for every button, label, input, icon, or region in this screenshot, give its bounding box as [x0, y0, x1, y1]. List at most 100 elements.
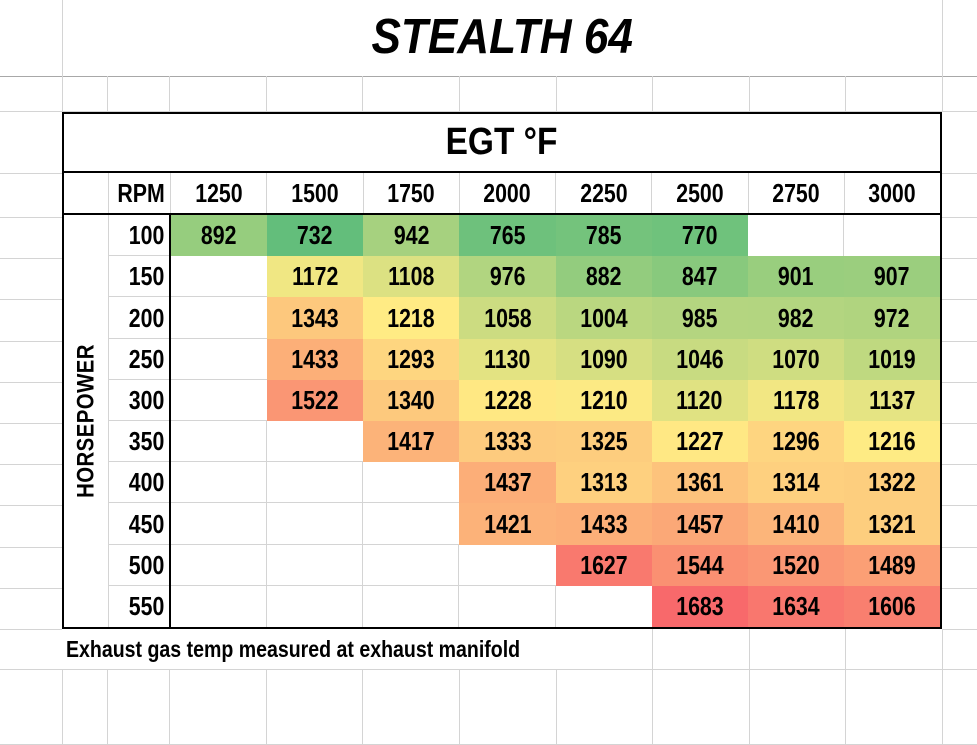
- egt-cell[interactable]: 1627: [555, 544, 652, 586]
- egt-cell[interactable]: 1606: [843, 585, 940, 628]
- egt-cell-empty[interactable]: [844, 215, 940, 256]
- egt-cell[interactable]: 1070: [747, 338, 844, 380]
- egt-cell[interactable]: 1313: [555, 462, 652, 504]
- hp-row-header[interactable]: 500: [109, 544, 171, 586]
- egt-cell[interactable]: 1120: [651, 379, 748, 422]
- egt-cell[interactable]: 1489: [843, 544, 940, 586]
- rpm-col-header[interactable]: 3000: [845, 173, 940, 213]
- egt-cell-empty[interactable]: [171, 585, 268, 628]
- egt-cell[interactable]: 1333: [459, 421, 556, 463]
- rpm-col-header[interactable]: 1750: [364, 173, 460, 213]
- rpm-axis-label-cell[interactable]: RPM: [109, 173, 171, 213]
- egt-cell[interactable]: 1228: [459, 379, 556, 422]
- egt-cell-empty[interactable]: [171, 256, 268, 298]
- hp-row-header[interactable]: 200: [109, 297, 171, 339]
- egt-cell[interactable]: 1343: [267, 297, 364, 339]
- egt-cell[interactable]: 1019: [843, 338, 940, 380]
- egt-cell[interactable]: 1216: [843, 421, 940, 463]
- egt-cell[interactable]: 972: [843, 297, 940, 339]
- corner-cell[interactable]: [64, 173, 109, 213]
- egt-cell[interactable]: 1634: [747, 585, 844, 628]
- rpm-col-header[interactable]: 2250: [556, 173, 653, 213]
- egt-cell-empty[interactable]: [747, 215, 844, 257]
- egt-cell[interactable]: 892: [171, 215, 268, 257]
- egt-cell[interactable]: 785: [555, 215, 652, 257]
- egt-cell[interactable]: 1325: [555, 421, 652, 463]
- egt-cell[interactable]: 1321: [843, 503, 940, 545]
- egt-cell[interactable]: 1137: [843, 379, 940, 422]
- egt-cell-empty[interactable]: [556, 586, 652, 627]
- egt-cell-empty[interactable]: [267, 503, 364, 545]
- egt-cell[interactable]: 882: [555, 256, 652, 298]
- hp-row-header[interactable]: 350: [109, 421, 171, 463]
- rpm-col-header[interactable]: 1500: [267, 173, 364, 213]
- egt-cell-empty[interactable]: [363, 544, 460, 586]
- egt-cell[interactable]: 1437: [459, 462, 556, 504]
- rpm-col-header[interactable]: 2750: [749, 173, 845, 213]
- egt-cell-empty[interactable]: [171, 462, 268, 504]
- egt-cell[interactable]: 1227: [651, 421, 748, 463]
- sheet-title-cell[interactable]: STEALTH 64: [62, 2, 942, 72]
- egt-cell[interactable]: 1293: [363, 338, 460, 380]
- egt-cell[interactable]: 1172: [267, 256, 364, 298]
- rpm-col-header[interactable]: 1250: [171, 173, 268, 213]
- egt-cell[interactable]: 1340: [363, 379, 460, 422]
- egt-cell[interactable]: 1421: [459, 503, 556, 545]
- egt-cell-empty[interactable]: [363, 462, 460, 504]
- egt-cell-empty[interactable]: [363, 503, 460, 545]
- hp-axis-label-cell[interactable]: HORSEPOWER: [64, 215, 109, 627]
- egt-cell[interactable]: 1108: [363, 256, 460, 298]
- egt-cell[interactable]: 1218: [363, 297, 460, 339]
- egt-cell[interactable]: 1130: [459, 338, 556, 380]
- egt-cell[interactable]: 1178: [747, 379, 844, 422]
- egt-cell[interactable]: 1322: [843, 462, 940, 504]
- egt-cell-empty[interactable]: [459, 544, 556, 586]
- egt-cell[interactable]: 732: [267, 215, 364, 257]
- egt-cell[interactable]: 982: [747, 297, 844, 339]
- egt-cell-empty[interactable]: [171, 503, 268, 545]
- egt-cell[interactable]: 1004: [555, 297, 652, 339]
- egt-cell-empty[interactable]: [267, 585, 364, 628]
- egt-cell-empty[interactable]: [171, 421, 268, 463]
- egt-cell[interactable]: 1058: [459, 297, 556, 339]
- egt-cell[interactable]: 907: [843, 256, 940, 298]
- egt-cell[interactable]: 1544: [651, 544, 748, 586]
- egt-cell[interactable]: 1457: [651, 503, 748, 545]
- egt-cell[interactable]: 770: [651, 215, 748, 257]
- egt-cell-empty[interactable]: [171, 544, 268, 586]
- hp-row-header[interactable]: 150: [109, 256, 171, 298]
- egt-cell[interactable]: 1314: [747, 462, 844, 504]
- table-title-cell[interactable]: EGT °F: [64, 114, 940, 173]
- egt-cell[interactable]: 1410: [747, 503, 844, 545]
- rpm-col-header[interactable]: 2500: [652, 173, 749, 213]
- egt-cell-empty[interactable]: [267, 421, 364, 463]
- footnote-cell[interactable]: Exhaust gas temp measured at exhaust man…: [66, 629, 600, 669]
- egt-cell[interactable]: 1417: [363, 421, 460, 463]
- egt-cell-empty[interactable]: [363, 585, 460, 628]
- egt-cell-empty[interactable]: [171, 297, 268, 339]
- hp-row-header[interactable]: 450: [109, 503, 171, 545]
- hp-row-header[interactable]: 100: [109, 215, 171, 257]
- egt-cell-empty[interactable]: [171, 379, 268, 422]
- hp-row-header[interactable]: 550: [109, 585, 171, 628]
- egt-cell[interactable]: 976: [459, 256, 556, 298]
- egt-cell[interactable]: 1433: [267, 338, 364, 380]
- egt-cell[interactable]: 1433: [555, 503, 652, 545]
- egt-cell[interactable]: 765: [459, 215, 556, 257]
- egt-cell-empty[interactable]: [459, 585, 556, 628]
- egt-cell[interactable]: 1210: [555, 379, 652, 422]
- hp-row-header[interactable]: 300: [109, 379, 171, 422]
- egt-cell[interactable]: 901: [747, 256, 844, 298]
- egt-cell[interactable]: 1046: [651, 338, 748, 380]
- egt-cell[interactable]: 1522: [267, 379, 364, 422]
- egt-cell[interactable]: 847: [651, 256, 748, 298]
- egt-cell[interactable]: 1683: [651, 585, 748, 628]
- egt-cell[interactable]: 1296: [747, 421, 844, 463]
- hp-row-header[interactable]: 400: [109, 462, 171, 504]
- egt-cell[interactable]: 985: [651, 297, 748, 339]
- egt-cell[interactable]: 1090: [555, 338, 652, 380]
- egt-cell-empty[interactable]: [267, 544, 364, 586]
- egt-cell-empty[interactable]: [267, 462, 364, 504]
- egt-cell[interactable]: 942: [363, 215, 460, 257]
- rpm-col-header[interactable]: 2000: [460, 173, 556, 213]
